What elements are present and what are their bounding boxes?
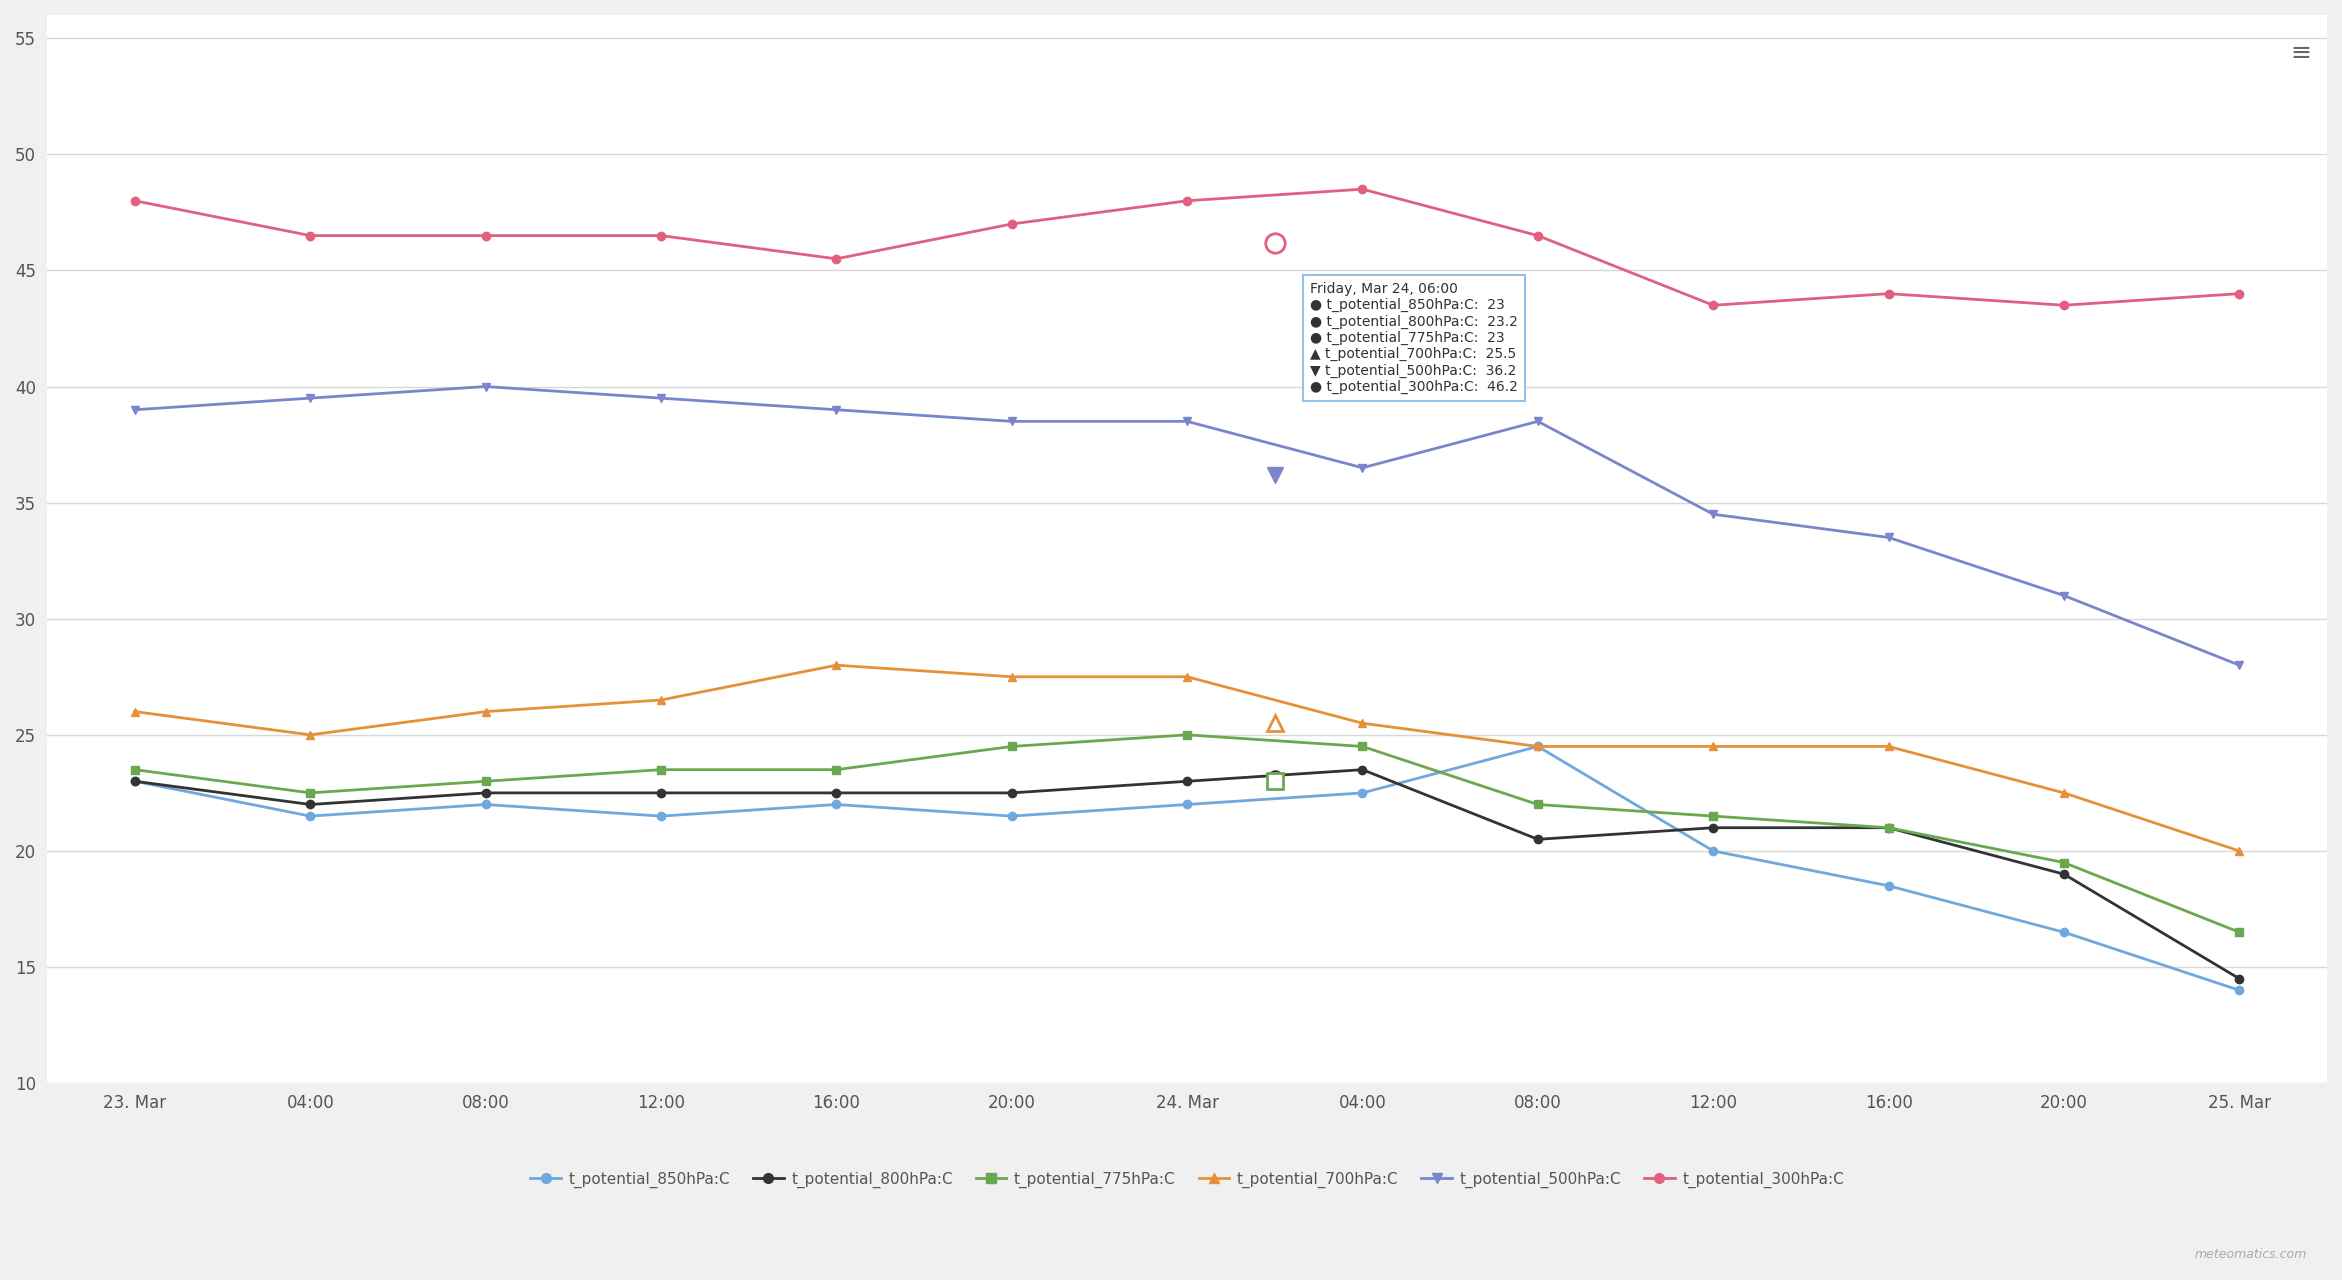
Text: Friday, Mar 24, 06:00
● t_potential_850hPa:C:  23
● t_potential_800hPa:C:  23.2
: Friday, Mar 24, 06:00 ● t_potential_850h… [1309,282,1518,394]
Text: meteomatics.com: meteomatics.com [2194,1248,2307,1261]
Text: ≡: ≡ [2290,41,2312,65]
Legend: t_potential_850hPa:C, t_potential_800hPa:C, t_potential_775hPa:C, t_potential_70: t_potential_850hPa:C, t_potential_800hPa… [525,1166,1850,1194]
